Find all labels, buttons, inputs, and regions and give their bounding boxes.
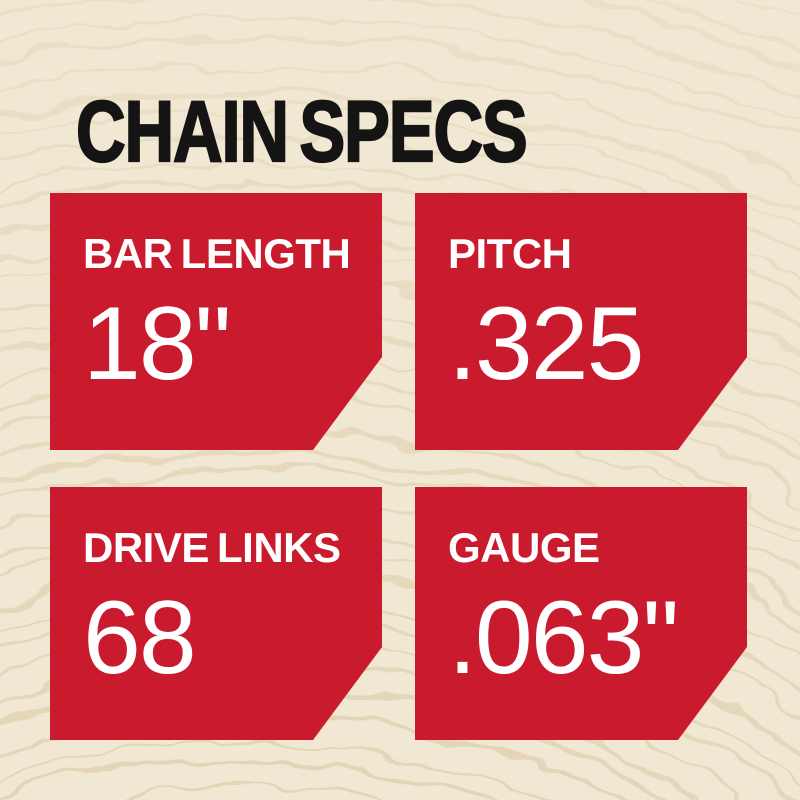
spec-label: GAUGE — [448, 524, 600, 571]
spec-label: DRIVE LINKS — [83, 524, 341, 571]
spec-card-bar-length: BAR LENGTH 18" — [50, 193, 382, 450]
spec-card-pitch: PITCH .325 — [415, 193, 747, 450]
page-title: CHAIN SPECS — [75, 84, 529, 180]
spec-value: .063" — [448, 580, 678, 696]
spec-label: BAR LENGTH — [83, 230, 351, 277]
spec-card-gauge: GAUGE .063" — [415, 487, 747, 740]
spec-value: 68 — [83, 580, 195, 696]
spec-value: .325 — [448, 286, 643, 402]
spec-value: 18" — [83, 286, 230, 402]
specs-grid: BAR LENGTH 18" PITCH .325 DRIVE LINKS 68… — [50, 193, 747, 740]
spec-card-drive-links: DRIVE LINKS 68 — [50, 487, 382, 740]
spec-label: PITCH — [448, 230, 572, 277]
